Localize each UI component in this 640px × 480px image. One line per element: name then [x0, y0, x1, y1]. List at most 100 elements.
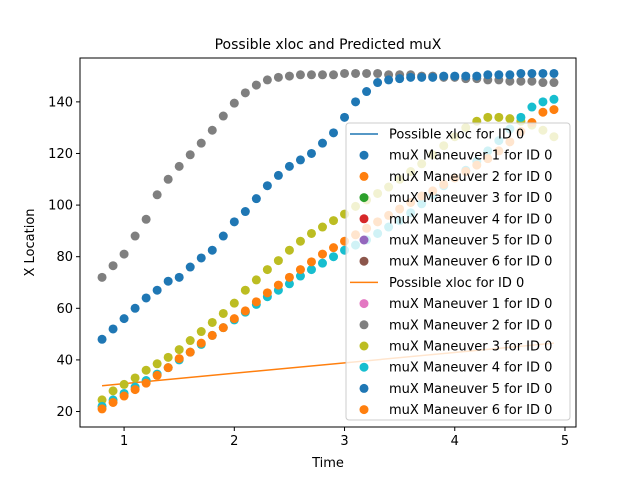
data-point	[207, 125, 217, 135]
data-point	[130, 373, 140, 383]
data-point	[108, 386, 118, 396]
data-point	[207, 317, 217, 327]
data-point	[273, 72, 283, 82]
data-point	[229, 217, 239, 227]
legend-label: muX Maneuver 1 for ID 0	[389, 297, 552, 312]
data-point	[317, 249, 327, 259]
data-point	[141, 378, 151, 388]
data-point	[538, 107, 548, 117]
data-point	[340, 112, 350, 122]
data-point	[516, 68, 526, 78]
legend-label: muX Maneuver 4 for ID 0	[389, 212, 552, 227]
legend-label: muX Maneuver 3 for ID 0	[389, 340, 552, 355]
data-point	[549, 78, 559, 88]
data-point	[196, 327, 206, 337]
data-point	[329, 216, 339, 226]
data-point	[284, 245, 294, 255]
data-point	[306, 228, 316, 238]
data-point	[152, 285, 162, 295]
data-point	[97, 334, 107, 344]
data-point	[450, 71, 460, 81]
data-point	[174, 161, 184, 171]
data-point	[505, 76, 515, 86]
x-tick-label: 5	[561, 434, 569, 449]
data-point	[185, 150, 195, 160]
data-point	[251, 80, 261, 90]
data-point	[317, 258, 327, 268]
legend-label: muX Maneuver 5 for ID 0	[389, 234, 552, 249]
data-point	[284, 279, 294, 289]
data-point	[483, 112, 493, 122]
data-point	[284, 71, 294, 81]
data-point	[329, 70, 339, 80]
data-point	[97, 272, 107, 282]
data-point	[130, 231, 140, 241]
ticks-layer: 1 2 3 4 5 20 40 60 80 100 120 140	[48, 95, 569, 449]
data-point	[483, 70, 493, 80]
data-point	[251, 194, 261, 204]
data-point	[119, 314, 129, 324]
data-point	[549, 68, 559, 78]
data-point	[163, 276, 173, 286]
data-point	[240, 88, 250, 98]
data-point	[262, 181, 272, 191]
data-point	[295, 271, 305, 281]
data-point	[516, 76, 526, 86]
data-point	[295, 265, 305, 275]
data-point	[152, 190, 162, 200]
data-point	[240, 285, 250, 295]
data-point	[196, 338, 206, 348]
data-point	[505, 70, 515, 80]
data-point	[174, 354, 184, 364]
data-point	[163, 363, 173, 373]
data-point	[119, 379, 129, 389]
data-point	[317, 222, 327, 232]
data-point	[273, 256, 283, 266]
data-point	[119, 249, 129, 259]
data-point	[229, 298, 239, 308]
data-point	[538, 78, 548, 88]
legend-marker-swatch	[359, 362, 369, 372]
data-point	[373, 68, 383, 78]
data-point	[406, 72, 416, 82]
data-point	[185, 347, 195, 357]
data-point	[196, 138, 206, 148]
data-point	[119, 391, 129, 401]
data-point	[527, 68, 537, 78]
data-point	[174, 272, 184, 282]
data-point	[472, 71, 482, 81]
data-point	[218, 231, 228, 241]
data-point	[295, 155, 305, 165]
data-point	[494, 70, 504, 80]
data-point	[527, 76, 537, 86]
legend-label: muX Maneuver 2 for ID 0	[389, 170, 552, 185]
data-point	[185, 336, 195, 346]
data-point	[108, 261, 118, 271]
data-point	[240, 306, 250, 316]
data-point	[273, 170, 283, 180]
legend-marker-swatch	[359, 171, 369, 181]
data-point	[439, 71, 449, 81]
data-point	[351, 68, 361, 78]
data-point	[329, 252, 339, 262]
legend-label: Possible xloc for ID 0	[389, 128, 524, 143]
legend: Possible xloc for ID 0 muX Maneuver 1 for…	[345, 122, 571, 421]
data-point	[428, 72, 438, 82]
y-tick-label: 80	[56, 250, 73, 265]
data-point	[306, 265, 316, 275]
legend-marker-swatch	[359, 299, 369, 309]
data-point	[229, 98, 239, 108]
y-tick-label: 60	[56, 302, 73, 317]
data-point	[141, 365, 151, 375]
data-point	[251, 275, 261, 285]
data-point	[373, 78, 383, 88]
legend-label: muX Maneuver 4 for ID 0	[389, 361, 552, 376]
data-point	[174, 345, 184, 355]
data-point	[207, 330, 217, 340]
legend-marker-swatch	[359, 235, 369, 245]
data-point	[306, 70, 316, 80]
data-point	[494, 112, 504, 122]
data-point	[163, 174, 173, 184]
data-point	[240, 207, 250, 217]
data-point	[340, 68, 350, 78]
